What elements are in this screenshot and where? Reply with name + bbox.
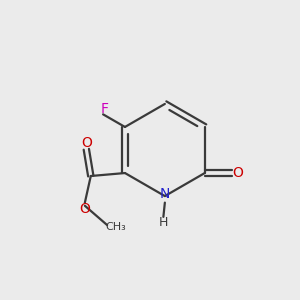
Text: N: N [160, 187, 170, 201]
Text: F: F [100, 102, 109, 116]
Text: O: O [232, 166, 244, 180]
Text: O: O [80, 202, 90, 216]
Text: O: O [81, 136, 92, 150]
Text: H: H [159, 216, 168, 229]
Text: CH₃: CH₃ [105, 221, 126, 232]
